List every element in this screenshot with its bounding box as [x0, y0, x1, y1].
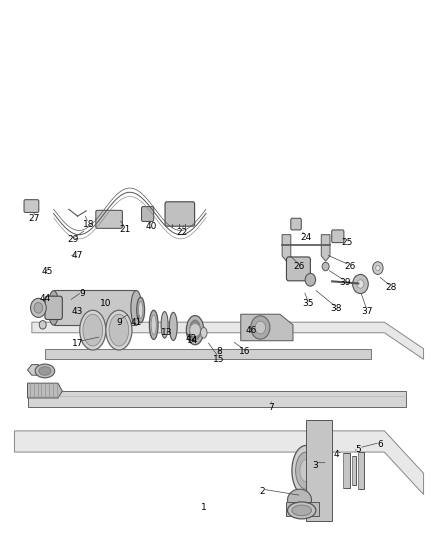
Circle shape	[255, 321, 265, 334]
Text: 15: 15	[213, 355, 225, 364]
FancyBboxPatch shape	[96, 211, 122, 228]
Text: 2: 2	[260, 487, 265, 496]
Circle shape	[353, 274, 368, 294]
Circle shape	[39, 320, 46, 329]
FancyBboxPatch shape	[45, 296, 62, 319]
Text: 16: 16	[239, 347, 251, 356]
Ellipse shape	[190, 320, 201, 340]
Text: 29: 29	[67, 236, 79, 245]
Text: 5: 5	[355, 445, 361, 454]
Ellipse shape	[288, 489, 311, 511]
Text: 40: 40	[146, 222, 157, 231]
Text: 44: 44	[39, 294, 50, 303]
Text: 4: 4	[334, 450, 339, 459]
Ellipse shape	[151, 315, 156, 335]
Polygon shape	[53, 290, 136, 325]
Polygon shape	[282, 235, 291, 261]
Text: 13: 13	[161, 328, 173, 337]
Circle shape	[322, 262, 329, 271]
Ellipse shape	[80, 310, 106, 350]
Ellipse shape	[161, 312, 168, 338]
Circle shape	[31, 298, 46, 317]
Ellipse shape	[83, 314, 102, 346]
FancyBboxPatch shape	[24, 200, 39, 213]
Ellipse shape	[296, 452, 317, 489]
Circle shape	[34, 303, 43, 313]
Text: 35: 35	[303, 299, 314, 308]
FancyBboxPatch shape	[141, 207, 154, 221]
Text: 43: 43	[72, 307, 83, 316]
Ellipse shape	[137, 297, 145, 322]
Ellipse shape	[292, 446, 320, 496]
Text: 18: 18	[83, 220, 94, 229]
Text: 27: 27	[28, 214, 40, 223]
Text: 10: 10	[100, 299, 112, 308]
Ellipse shape	[50, 296, 57, 320]
Ellipse shape	[292, 505, 311, 516]
Polygon shape	[241, 314, 293, 341]
Text: 22: 22	[177, 228, 187, 237]
Polygon shape	[28, 391, 406, 407]
Ellipse shape	[170, 312, 177, 341]
Circle shape	[305, 273, 316, 286]
Circle shape	[251, 316, 270, 339]
Text: 41: 41	[131, 318, 142, 327]
Circle shape	[190, 324, 200, 336]
Text: 25: 25	[342, 238, 353, 247]
Text: 38: 38	[331, 304, 342, 313]
FancyBboxPatch shape	[291, 218, 301, 230]
Polygon shape	[286, 503, 319, 516]
Text: 1: 1	[201, 503, 207, 512]
Ellipse shape	[109, 314, 129, 346]
Polygon shape	[306, 420, 332, 521]
Ellipse shape	[48, 290, 59, 325]
Text: 46: 46	[246, 326, 258, 335]
Text: 24: 24	[300, 233, 312, 242]
FancyBboxPatch shape	[332, 230, 344, 243]
Polygon shape	[321, 235, 330, 261]
Ellipse shape	[300, 459, 312, 482]
Ellipse shape	[131, 290, 142, 325]
Text: 47: 47	[72, 252, 83, 261]
Ellipse shape	[149, 310, 158, 340]
Text: 14: 14	[187, 336, 198, 345]
Text: 17: 17	[72, 339, 83, 348]
Text: 7: 7	[268, 402, 274, 411]
Ellipse shape	[201, 327, 207, 338]
Text: 37: 37	[361, 307, 373, 316]
Polygon shape	[343, 454, 350, 488]
Text: 42: 42	[185, 334, 196, 343]
Ellipse shape	[39, 367, 51, 375]
Text: 6: 6	[377, 440, 383, 449]
FancyBboxPatch shape	[286, 257, 311, 281]
Text: 26: 26	[294, 262, 305, 271]
Ellipse shape	[35, 364, 55, 378]
Text: 26: 26	[344, 262, 355, 271]
Text: 8: 8	[216, 347, 222, 356]
Circle shape	[376, 265, 380, 271]
Text: 28: 28	[385, 283, 396, 292]
Ellipse shape	[138, 302, 143, 318]
Text: 39: 39	[339, 278, 351, 287]
Polygon shape	[358, 452, 364, 489]
Ellipse shape	[186, 316, 204, 345]
Polygon shape	[14, 431, 424, 495]
Circle shape	[373, 262, 383, 274]
Polygon shape	[28, 383, 62, 398]
Circle shape	[357, 280, 364, 288]
Ellipse shape	[288, 502, 316, 519]
Polygon shape	[32, 322, 424, 359]
Polygon shape	[352, 456, 356, 485]
Ellipse shape	[106, 310, 132, 350]
Polygon shape	[28, 365, 39, 375]
Polygon shape	[45, 349, 371, 359]
Text: 9: 9	[79, 288, 85, 297]
FancyBboxPatch shape	[165, 202, 194, 226]
Text: 21: 21	[120, 225, 131, 234]
Text: 3: 3	[312, 461, 318, 470]
Text: 9: 9	[116, 318, 122, 327]
Text: 45: 45	[42, 268, 53, 276]
